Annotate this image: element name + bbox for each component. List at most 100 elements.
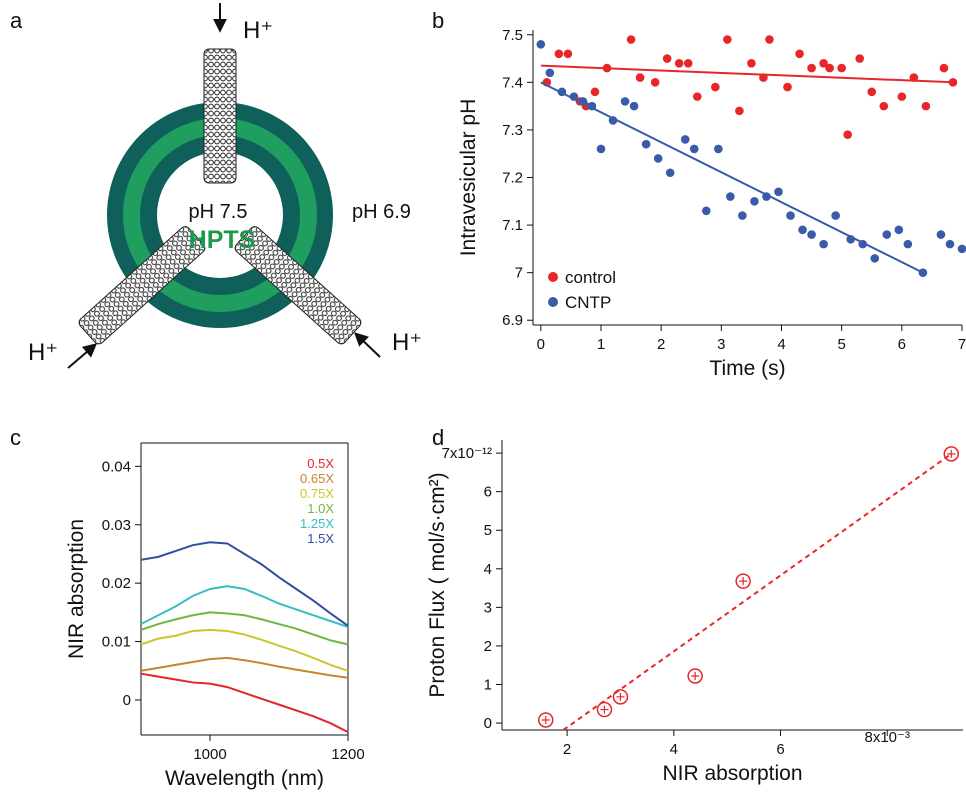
x-tick-label: 5 [837, 336, 845, 353]
data-point [596, 144, 606, 154]
data-point [723, 35, 732, 44]
y-axis-title: Intravesicular pH [457, 99, 480, 257]
x-tick-label: 4 [670, 741, 678, 758]
fit-line [540, 81, 924, 274]
data-point [825, 63, 834, 73]
data-point [786, 211, 795, 220]
x-tick-label: 1000 [193, 746, 226, 763]
data-point [831, 211, 840, 220]
legend-label: control [565, 268, 616, 287]
y-tick-label: 1 [484, 676, 492, 693]
data-point [650, 78, 660, 87]
spectrum-line [140, 656, 349, 679]
dye-label: HPTS [189, 226, 256, 254]
legend-label: 1.5X [307, 531, 334, 546]
vesicle-diagram: a H⁺ H⁺ H⁺ pH 7.5 HPTS pH 6.9 [10, 3, 422, 369]
data-point [882, 230, 892, 239]
panel-label: c [10, 425, 21, 450]
data-point [939, 63, 949, 73]
data-point [894, 225, 904, 235]
x-tick-label: 3 [717, 336, 725, 353]
y-tick-label: 7.4 [502, 74, 523, 91]
data-point [843, 130, 852, 139]
data-point [536, 39, 546, 49]
data-point [563, 49, 573, 59]
y-tick-label: 0.04 [102, 458, 131, 475]
y-tick-label: 0 [484, 715, 492, 732]
x-axis-title: Time (s) [709, 357, 785, 380]
x-tick-label: 6 [776, 741, 784, 758]
proton-label: H⁺ [243, 17, 273, 44]
spectrum-line [140, 611, 349, 646]
y-axis-title: NIR absorption [65, 519, 88, 659]
data-point [662, 54, 672, 63]
data-point [626, 35, 636, 44]
spectrum-line [140, 585, 349, 628]
y-tick-label: 6 [484, 484, 492, 501]
outside-ph: pH 6.9 [352, 201, 411, 223]
data-point [957, 244, 966, 254]
fit-line [562, 453, 952, 731]
data-point [569, 92, 579, 101]
arrow [353, 332, 381, 358]
data-point [629, 101, 639, 111]
proton-label: H⁺ [392, 329, 422, 356]
x-tick-label: 2 [563, 741, 571, 758]
chart-panel: b 0 1 2 3 4 5 6 7 6.9 7 7.1 7.2 7.3 7.4 7.5 Time (s) Intr… [432, 8, 966, 380]
data-point [918, 268, 928, 277]
x-tick-label: 7 [958, 336, 966, 353]
x-axis-title: Wavelength (nm) [165, 767, 324, 790]
chart-panel: d 2 4 6 8x10⁻³ 0 1 2 3 4 5 6 7x10⁻¹² NIR absorption Pr… [426, 425, 963, 785]
x-tick-label: 1200 [331, 746, 364, 763]
y-tick-label: 7.5 [502, 27, 523, 44]
spectrum-line [140, 672, 349, 733]
y-tick-label: 0.03 [102, 517, 131, 534]
data-point [554, 49, 564, 59]
data-point [590, 87, 600, 97]
data-point [674, 59, 684, 68]
data-point [620, 97, 630, 106]
data-point [578, 97, 588, 106]
x-tick-label: 2 [657, 336, 665, 353]
data-point [602, 63, 612, 73]
y-tick-label: 7.2 [502, 170, 523, 187]
data-point [735, 573, 751, 589]
data-point [538, 712, 554, 728]
x-tick-label: 8x10⁻³ [865, 729, 910, 746]
legend-label: CNTP [565, 293, 611, 312]
y-tick-label: 4 [484, 561, 492, 578]
data-point [783, 82, 792, 92]
y-tick-label: 7 [515, 265, 523, 282]
data-point [798, 225, 807, 235]
data-point [837, 63, 846, 73]
y-tick-label: 0 [123, 692, 131, 709]
y-tick-label: 7.1 [502, 217, 523, 234]
data-point [774, 187, 783, 197]
point-cross [616, 692, 625, 701]
x-tick-label: 0 [537, 336, 545, 353]
data-point [735, 106, 744, 116]
data-point [819, 239, 828, 249]
proton-label: H⁺ [28, 339, 58, 366]
legend-marker [548, 297, 558, 307]
panel-label: a [10, 8, 23, 33]
data-point [846, 235, 855, 244]
panel-label: b [432, 8, 444, 33]
data-point [867, 87, 877, 97]
data-point [692, 92, 702, 101]
data-point [903, 239, 913, 249]
data-point [948, 78, 958, 87]
spectrum-line [140, 541, 349, 627]
data-point [765, 35, 774, 44]
data-point [762, 192, 771, 201]
data-point [711, 82, 720, 92]
y-tick-label: 2 [484, 638, 492, 655]
y-tick-label: 6.9 [502, 312, 523, 329]
data-point [747, 59, 756, 68]
data-point [701, 206, 711, 216]
nanotube [203, 48, 237, 184]
point-cross [691, 672, 700, 681]
legend-label: 1.0X [307, 501, 334, 516]
point-cross [739, 577, 748, 586]
legend-label: 0.75X [300, 486, 334, 501]
